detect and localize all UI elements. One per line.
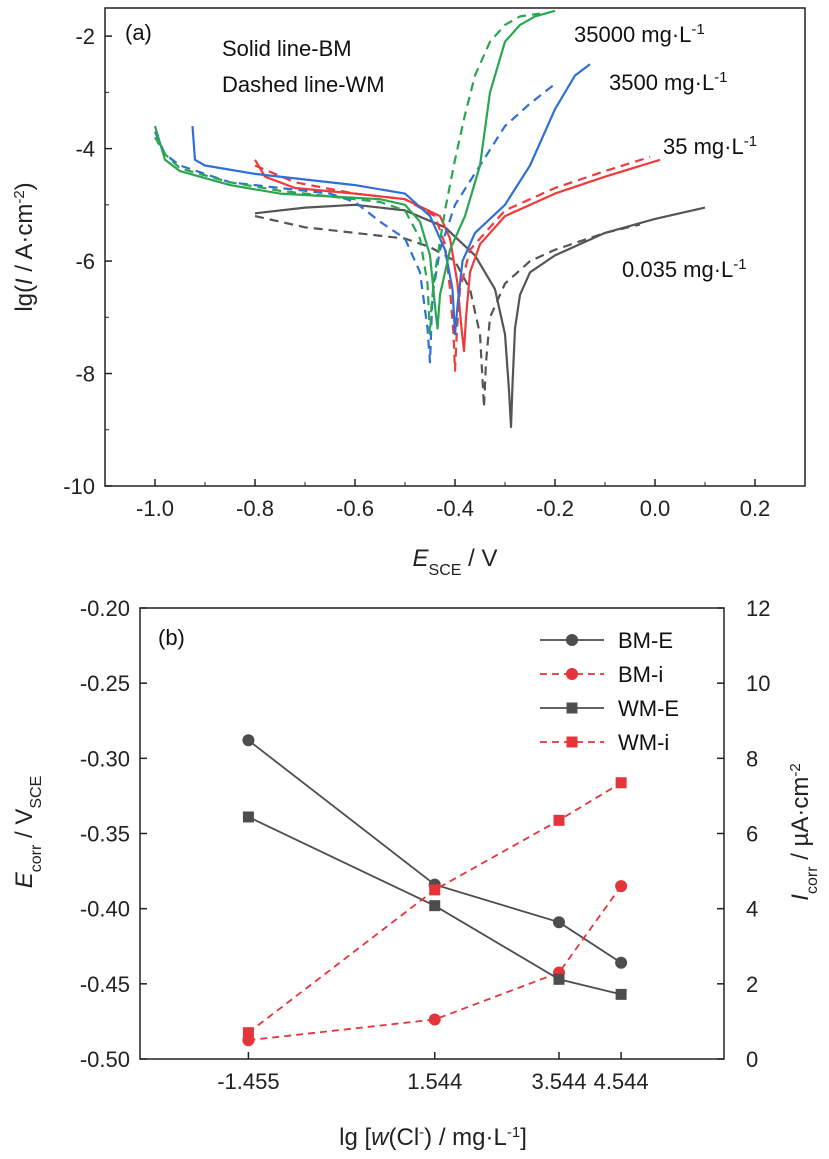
- panel-b-right-y-tick-label: 0: [746, 1047, 758, 1072]
- curve-label-3500: 3500 mg·L-1: [609, 69, 728, 96]
- panel-b-left-y-tick-label: -0.30: [80, 746, 130, 771]
- legend-label-bm-i: BM-i: [618, 662, 663, 687]
- panel-b-x-tick-label: 1.544: [407, 1069, 462, 1094]
- panel-a-y-tick-label: -4: [75, 137, 95, 162]
- panel-a-x-tick-label: -0.6: [336, 496, 374, 521]
- data-point-bm-e: [552, 916, 565, 929]
- curve-bm-35: [254, 158, 661, 353]
- panel-a-polarization-chart: -1.0 -0.8 -0.6 -0.4 -0.2 0.0 0.2 -10 -8 -6 -4 -2 (…: [11, 7, 806, 579]
- data-point-bm-e: [242, 734, 255, 747]
- panel-b-right-y-tick-label: 8: [746, 746, 758, 771]
- curve-wm-3500: [153, 83, 556, 364]
- curve-bm-3500: [191, 63, 591, 336]
- panel-b-right-y-tick-label: 4: [746, 897, 758, 922]
- panel-a-y-tick-label: -6: [75, 249, 95, 274]
- panel-b-x-tick-label: -1.455: [217, 1069, 279, 1094]
- panel-b-label: (b): [158, 625, 185, 650]
- panel-b-left-y-tick-label: -0.20: [80, 596, 130, 621]
- series-line-wm-e: [248, 816, 622, 996]
- series-line-wm-i: [247, 782, 622, 1034]
- panel-a-curves: [153, 9, 706, 429]
- series-line-bm-e: [247, 739, 622, 964]
- panel-b-series: [242, 734, 628, 1047]
- panel-a-y-ticks: -10 -8 -6 -4 -2: [63, 24, 112, 499]
- panel-a-x-ticks: -1.0 -0.8 -0.6 -0.4 -0.2 0.0 0.2: [104, 479, 806, 521]
- panel-b-x-tick-label: 4.544: [594, 1069, 649, 1094]
- data-point-bm-i: [615, 880, 628, 893]
- curve-label-35000: 35000 mg·L-1: [574, 21, 705, 48]
- panel-b-x-axis-title: lg [w(Cl-) / mg·L-1]: [339, 1124, 527, 1152]
- data-point-wm-i: [615, 777, 627, 789]
- curve-bm-0035: [254, 203, 706, 429]
- curve-wm-35: [254, 155, 651, 372]
- curve-wm-35000: [154, 12, 541, 336]
- panel-a-y-tick-label: -10: [63, 474, 95, 499]
- panel-b-right-y-axis-title: Icorr / µA·cm-2: [787, 763, 821, 900]
- panel-b-legend: BM-E BM-i WM-E WM-i: [540, 628, 679, 755]
- curve-bm-35000: [153, 9, 556, 330]
- panel-b-left-y-ticks: -0.50 -0.45 -0.40 -0.35 -0.30 -0.25 -0.20: [80, 596, 147, 1072]
- panel-b-x-ticks: -1.455 1.544 3.544 4.544: [217, 1052, 649, 1094]
- panel-b-left-y-tick-label: -0.40: [80, 897, 130, 922]
- data-point-bm-e: [615, 956, 628, 969]
- data-point-wm-i: [242, 1027, 254, 1039]
- panel-a-x-tick-label: 0.0: [640, 496, 671, 521]
- panel-b-x-tick-label: 3.544: [531, 1069, 586, 1094]
- legend-label-wm-i: WM-i: [618, 730, 669, 755]
- curve-wm-0035: [254, 215, 641, 409]
- panel-b-right-y-tick-label: 6: [746, 822, 758, 847]
- panel-a-x-tick-label: -0.2: [536, 496, 574, 521]
- panel-b-ecorr-icorr-chart: -1.455 1.544 3.544 4.544 -0.50-0.45-0.40-0.…: [11, 596, 821, 1151]
- series-line-bm-i: [248, 885, 622, 1042]
- panel-a-x-tick-label: -1.0: [136, 496, 174, 521]
- panel-b-right-y-tick-label: 12: [746, 596, 770, 621]
- panel-a-y-tick-label: -8: [75, 362, 95, 387]
- note-dashed-line: Dashed line-WM: [222, 72, 385, 97]
- legend-marker-wm-i: [566, 736, 578, 748]
- panel-b-right-y-tick-label: 2: [746, 972, 758, 997]
- panel-a-x-tick-label: 0.2: [740, 496, 771, 521]
- panel-a-y-axis-title: lg(I / A·cm-2): [11, 182, 39, 311]
- curve-label-35: 35 mg·L-1: [663, 133, 757, 160]
- panel-a-y-tick-label: -2: [75, 24, 95, 49]
- panel-b-left-y-tick-label: -0.35: [80, 822, 130, 847]
- legend-marker-bm-e: [566, 634, 578, 646]
- note-solid-line: Solid line-BM: [222, 36, 352, 61]
- panel-a-label: (a): [125, 20, 152, 45]
- legend-marker-bm-i: [566, 668, 578, 680]
- data-point-wm-i: [429, 884, 441, 896]
- panel-a-x-axis-title: ESCE / V: [413, 545, 498, 579]
- legend-label-wm-e: WM-E: [618, 696, 679, 721]
- panel-b-right-y-tick-label: 10: [746, 671, 770, 696]
- curve-label-0035: 0.035 mg·L-1: [622, 256, 747, 283]
- data-point-wm-e: [429, 900, 441, 912]
- panel-b-left-y-tick-label: -0.45: [80, 972, 130, 997]
- data-point-wm-e: [242, 811, 254, 823]
- data-point-wm-e: [615, 988, 627, 1000]
- panel-b-left-y-tick-label: -0.25: [80, 671, 130, 696]
- data-point-bm-i: [428, 1013, 441, 1026]
- data-point-wm-i: [553, 814, 565, 826]
- panel-b-left-y-axis-title: Ecorr / VSCE: [11, 776, 45, 889]
- panel-a-x-tick-label: -0.8: [236, 496, 274, 521]
- data-point-wm-e: [553, 973, 565, 985]
- panel-a-x-tick-label: -0.4: [436, 496, 474, 521]
- legend-marker-wm-e: [566, 702, 578, 714]
- panel-b-right-y-ticks: 0 2 4 6 8 10 12: [717, 596, 770, 1072]
- panel-b-left-y-tick-label: -0.50: [80, 1047, 130, 1072]
- legend-label-bm-e: BM-E: [618, 628, 673, 653]
